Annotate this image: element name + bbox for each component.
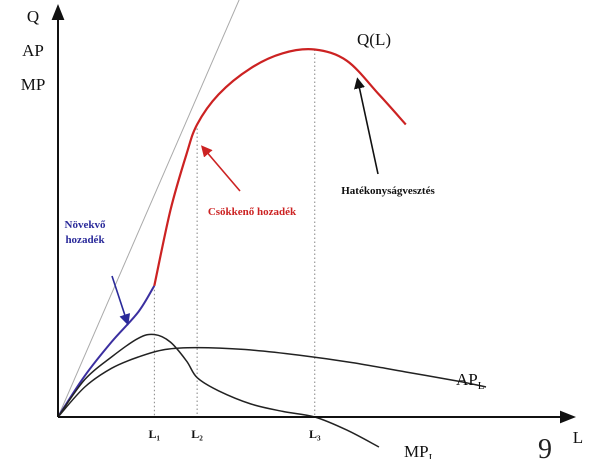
vertical-guides — [153, 49, 316, 417]
ap-curve — [57, 346, 487, 418]
x-axis-label: L — [573, 428, 583, 447]
page-number: 9 — [538, 434, 552, 459]
annotation-diminishing-returns-arrow — [200, 145, 241, 192]
mp-curve-label: MPL — [404, 442, 436, 459]
tick-labels: L₁ L₂ L₃ — [148, 427, 321, 441]
y-axis-label-ap: AP — [22, 41, 44, 60]
tangent-ray — [57, 0, 240, 418]
misc: 9 — [538, 434, 552, 459]
y-axis-label-q: Q — [27, 7, 39, 26]
q-curve-diminishing — [153, 48, 407, 287]
annotation-efficiency-loss-arrow — [354, 77, 379, 175]
annotation-increasing-returns: Növekvő hozadék — [65, 219, 106, 246]
tick-label-l2: L₂ — [191, 427, 203, 441]
annotation-diminishing-returns: Csökkenő hozadék — [208, 206, 297, 218]
mp-curve — [57, 333, 380, 448]
tick-label-l1: L₁ — [148, 427, 160, 441]
curves — [57, 48, 487, 448]
tangent-line — [57, 0, 240, 418]
axes — [51, 4, 576, 424]
y-axis-label-mp: MP — [21, 75, 46, 94]
tick-label-l3: L₃ — [309, 427, 321, 441]
annotation-efficiency-loss: Hatékonyságvesztés — [341, 185, 435, 197]
ap-curve-label: APL — [456, 370, 485, 392]
q-curve-label: Q(L) — [357, 30, 391, 49]
annotations: Növekvő hozadék Csökkenő hozadék Hatékonysá… — [65, 77, 435, 326]
q-curve-increasing — [57, 285, 156, 418]
annotation-increasing-returns-arrow — [111, 275, 131, 326]
